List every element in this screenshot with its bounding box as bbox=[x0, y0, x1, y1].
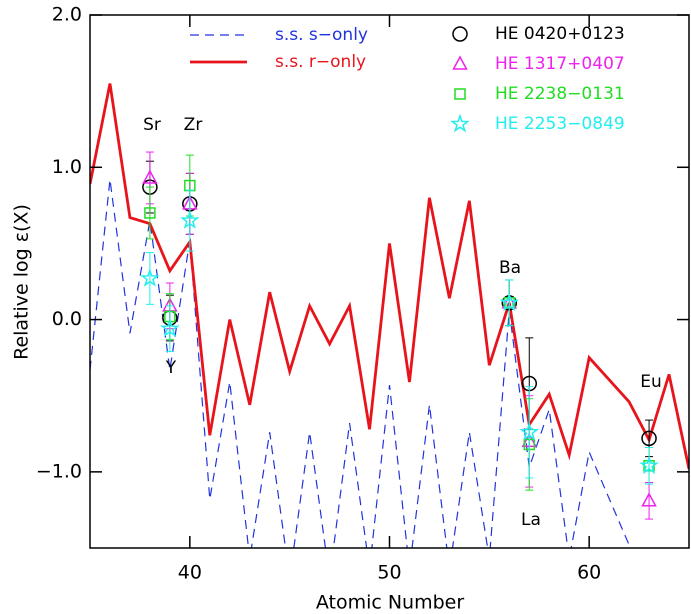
y-axis-label: Relative log ε(X) bbox=[11, 204, 33, 360]
legend-label: s.s. r−only bbox=[275, 52, 366, 72]
legend-marker bbox=[452, 26, 468, 42]
y-tick-label: −1.0 bbox=[36, 460, 82, 482]
x-axis-label: Atomic Number bbox=[316, 592, 465, 614]
element-label: La bbox=[521, 510, 541, 530]
x-tick-label: 40 bbox=[178, 562, 202, 584]
element-label: Y bbox=[165, 358, 177, 378]
legend-marker bbox=[454, 88, 466, 100]
marker bbox=[180, 210, 200, 229]
marker bbox=[140, 268, 160, 287]
element-label: Zr bbox=[184, 115, 203, 135]
y-tick-label: 2.0 bbox=[52, 4, 82, 26]
marker bbox=[160, 318, 180, 338]
marker bbox=[499, 292, 520, 312]
marker bbox=[519, 421, 540, 441]
marker bbox=[639, 455, 659, 475]
legend-marker bbox=[450, 113, 470, 133]
legend-label: HE 2253−0849 bbox=[495, 114, 625, 134]
plot-frame bbox=[89, 14, 690, 549]
marker bbox=[641, 492, 657, 507]
marker bbox=[144, 207, 156, 219]
marker bbox=[641, 430, 657, 447]
plot-area bbox=[90, 83, 689, 548]
x-tick-label: 50 bbox=[377, 562, 401, 584]
x-tick-label: 60 bbox=[577, 562, 601, 584]
series-line bbox=[90, 179, 634, 548]
element-label: Sr bbox=[143, 115, 161, 135]
y-tick-label: 0.0 bbox=[52, 308, 82, 330]
element-label: Eu bbox=[640, 372, 662, 392]
marker bbox=[142, 169, 158, 184]
legend-label: HE 0420+0123 bbox=[495, 24, 625, 44]
legend-label: HE 1317+0407 bbox=[495, 54, 625, 74]
y-tick-label: 1.0 bbox=[52, 156, 82, 178]
legend-label: HE 2238−0131 bbox=[495, 84, 625, 104]
element-label: Ba bbox=[499, 258, 521, 278]
legend-label: s.s. s−only bbox=[275, 25, 368, 45]
legend-marker bbox=[452, 55, 468, 70]
series-line bbox=[90, 83, 689, 470]
